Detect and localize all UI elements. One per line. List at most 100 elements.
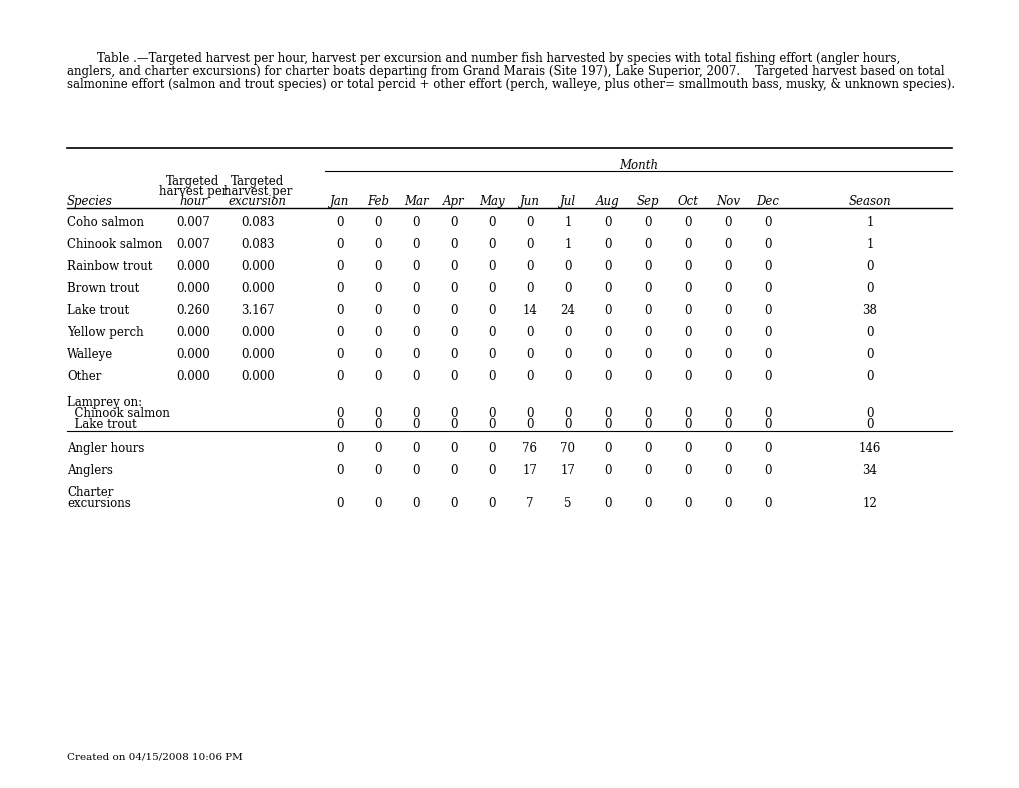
Text: 0.007: 0.007: [176, 216, 210, 229]
Text: Yellow perch: Yellow perch: [67, 326, 144, 339]
Text: 3.167: 3.167: [240, 304, 274, 317]
Text: 0: 0: [336, 282, 343, 295]
Text: 0: 0: [723, 497, 731, 510]
Text: 0: 0: [336, 304, 343, 317]
Text: 0: 0: [684, 370, 691, 383]
Text: 0: 0: [374, 304, 381, 317]
Text: 0.083: 0.083: [240, 216, 274, 229]
Text: Jul: Jul: [559, 195, 576, 208]
Text: 0: 0: [526, 418, 533, 431]
Text: 0.000: 0.000: [240, 326, 274, 339]
Text: 0: 0: [763, 326, 771, 339]
Text: 0: 0: [564, 418, 572, 431]
Text: 0: 0: [603, 282, 611, 295]
Text: 34: 34: [862, 464, 876, 477]
Text: 5: 5: [564, 497, 572, 510]
Text: excursions: excursions: [67, 497, 130, 510]
Text: 0: 0: [644, 260, 651, 273]
Text: 14: 14: [522, 304, 537, 317]
Text: 0: 0: [603, 407, 611, 420]
Text: 0: 0: [684, 442, 691, 455]
Text: 0: 0: [603, 304, 611, 317]
Text: 0.260: 0.260: [176, 304, 210, 317]
Text: 0: 0: [763, 418, 771, 431]
Text: 0.000: 0.000: [176, 326, 210, 339]
Text: 0: 0: [488, 260, 495, 273]
Text: 0: 0: [684, 348, 691, 361]
Text: 0: 0: [684, 304, 691, 317]
Text: hour: hour: [178, 195, 207, 208]
Text: 0: 0: [644, 348, 651, 361]
Text: Created on 04/15/2008 10:06 PM: Created on 04/15/2008 10:06 PM: [67, 752, 243, 761]
Text: 0: 0: [763, 216, 771, 229]
Text: 0: 0: [603, 238, 611, 251]
Text: 12: 12: [862, 497, 876, 510]
Text: 0: 0: [374, 282, 381, 295]
Text: 0: 0: [644, 497, 651, 510]
Text: 0: 0: [412, 348, 420, 361]
Text: 1: 1: [564, 238, 571, 251]
Text: 0: 0: [336, 238, 343, 251]
Text: 0: 0: [488, 304, 495, 317]
Text: 0: 0: [603, 326, 611, 339]
Text: 0: 0: [374, 348, 381, 361]
Text: Lake trout: Lake trout: [67, 418, 137, 431]
Text: Dec: Dec: [756, 195, 779, 208]
Text: 17: 17: [522, 464, 537, 477]
Text: Month: Month: [619, 159, 657, 172]
Text: 0: 0: [564, 370, 572, 383]
Text: 0: 0: [865, 326, 873, 339]
Text: 0: 0: [374, 326, 381, 339]
Text: 17: 17: [560, 464, 575, 477]
Text: 0: 0: [603, 216, 611, 229]
Text: 0: 0: [564, 260, 572, 273]
Text: 76: 76: [522, 442, 537, 455]
Text: 0: 0: [374, 442, 381, 455]
Text: 0: 0: [374, 370, 381, 383]
Text: 0: 0: [412, 464, 420, 477]
Text: 0: 0: [763, 464, 771, 477]
Text: 0: 0: [412, 442, 420, 455]
Text: 0: 0: [644, 216, 651, 229]
Text: 0: 0: [412, 407, 420, 420]
Text: 0: 0: [603, 418, 611, 431]
Text: 0: 0: [723, 418, 731, 431]
Text: harvest per: harvest per: [159, 185, 227, 198]
Text: 0: 0: [412, 260, 420, 273]
Text: 0: 0: [412, 326, 420, 339]
Text: 0: 0: [684, 326, 691, 339]
Text: 0: 0: [684, 216, 691, 229]
Text: 38: 38: [862, 304, 876, 317]
Text: 7: 7: [526, 497, 533, 510]
Text: 0: 0: [449, 348, 458, 361]
Text: Table .—Targeted harvest per hour, harvest per excursion and number fish harvest: Table .—Targeted harvest per hour, harve…: [67, 52, 900, 65]
Text: 0: 0: [526, 260, 533, 273]
Text: Sep: Sep: [636, 195, 658, 208]
Text: Anglers: Anglers: [67, 464, 113, 477]
Text: 0: 0: [449, 497, 458, 510]
Text: harvest per: harvest per: [223, 185, 291, 198]
Text: 0: 0: [644, 442, 651, 455]
Text: 0: 0: [644, 282, 651, 295]
Text: 0: 0: [336, 497, 343, 510]
Text: 0: 0: [412, 497, 420, 510]
Text: Angler hours: Angler hours: [67, 442, 145, 455]
Text: Coho salmon: Coho salmon: [67, 216, 144, 229]
Text: Charter: Charter: [67, 486, 113, 499]
Text: 0.000: 0.000: [176, 370, 210, 383]
Text: 0: 0: [763, 238, 771, 251]
Text: salmonine effort (salmon and trout species) or total percid + other effort (perc: salmonine effort (salmon and trout speci…: [67, 78, 954, 91]
Text: 0: 0: [603, 348, 611, 361]
Text: 0: 0: [684, 418, 691, 431]
Text: 0: 0: [526, 238, 533, 251]
Text: anglers, and charter excursions) for charter boats departing from Grand Marais (: anglers, and charter excursions) for cha…: [67, 65, 944, 78]
Text: 0: 0: [603, 497, 611, 510]
Text: 0: 0: [603, 442, 611, 455]
Text: 0: 0: [488, 464, 495, 477]
Text: 0: 0: [449, 370, 458, 383]
Text: 24: 24: [560, 304, 575, 317]
Text: 146: 146: [858, 442, 880, 455]
Text: 0: 0: [336, 216, 343, 229]
Text: 0: 0: [449, 238, 458, 251]
Text: 0: 0: [412, 238, 420, 251]
